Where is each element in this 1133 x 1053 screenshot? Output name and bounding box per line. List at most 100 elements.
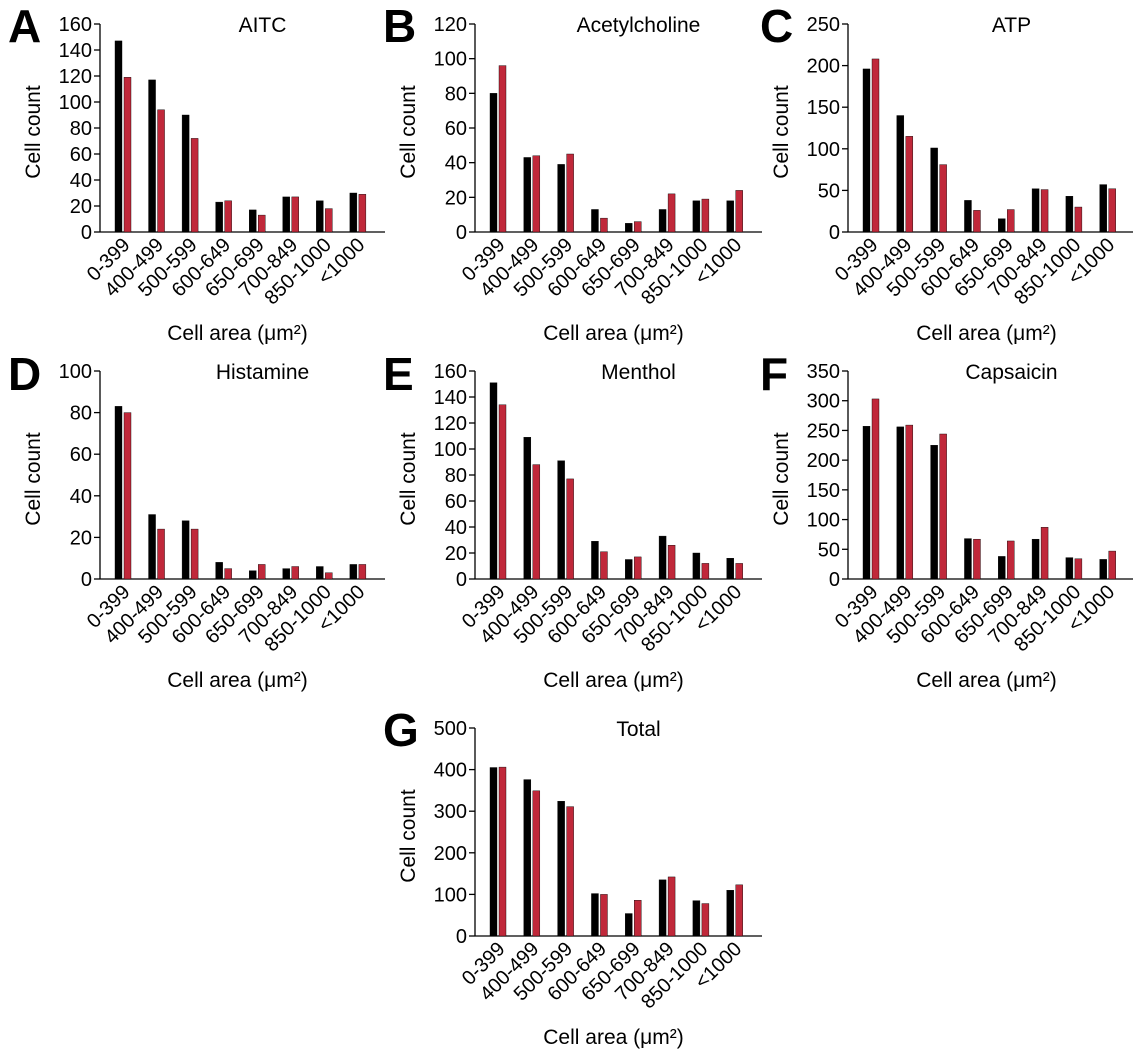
chart-title: Acetylcholine bbox=[577, 14, 701, 37]
x-axis-label: Cell area (μm²) bbox=[543, 322, 683, 345]
bar-series-1 bbox=[282, 196, 290, 233]
bar-series-2 bbox=[532, 464, 541, 580]
chart-title: AITC bbox=[239, 14, 287, 37]
bar-series-1 bbox=[591, 209, 599, 233]
y-tick-label: 300 bbox=[434, 801, 467, 823]
bar-series-1 bbox=[591, 893, 599, 937]
bar-series-2 bbox=[1074, 558, 1083, 580]
x-axis-label: Cell area (μm²) bbox=[916, 669, 1056, 692]
y-tick-label: 80 bbox=[445, 465, 467, 487]
bar-series-1 bbox=[316, 200, 324, 233]
bar-series-2 bbox=[566, 478, 574, 580]
bar-series-2 bbox=[532, 790, 541, 937]
bar-series-2 bbox=[1007, 540, 1015, 580]
bar-series-2 bbox=[905, 136, 914, 233]
bar-series-2 bbox=[939, 433, 947, 580]
bar-series-1 bbox=[1031, 538, 1040, 580]
x-axis-label: Cell area (μm²) bbox=[916, 322, 1056, 345]
y-tick-label: 0 bbox=[456, 222, 467, 244]
y-tick-label: 0 bbox=[81, 222, 92, 244]
panel-letter: G bbox=[383, 704, 419, 756]
bar-series-2 bbox=[973, 538, 981, 580]
bar-series-2 bbox=[667, 876, 676, 937]
bar-series-2 bbox=[667, 545, 676, 580]
bar-series-1 bbox=[349, 192, 358, 233]
y-tick-label: 60 bbox=[70, 144, 92, 166]
chart-title: ATP bbox=[992, 14, 1031, 37]
bar-series-2 bbox=[1108, 188, 1116, 233]
x-axis-label: Cell area (μm²) bbox=[167, 669, 307, 692]
bar-series-1 bbox=[215, 562, 223, 580]
y-tick-label: 20 bbox=[445, 187, 467, 209]
y-tick-label: 140 bbox=[434, 387, 467, 409]
bar-series-2 bbox=[224, 200, 232, 233]
y-tick-label: 120 bbox=[59, 66, 92, 88]
y-tick-label: 0 bbox=[829, 222, 840, 244]
y-tick-label: 20 bbox=[70, 196, 92, 218]
bar-series-1 bbox=[215, 201, 223, 233]
bar-series-1 bbox=[625, 913, 633, 937]
bar-series-1 bbox=[181, 114, 190, 233]
bar-series-2 bbox=[358, 564, 367, 580]
y-tick-label: 40 bbox=[70, 486, 92, 508]
y-axis-label: Cell count bbox=[770, 432, 793, 526]
panel-letter: E bbox=[383, 348, 414, 400]
bar-series-1 bbox=[896, 426, 905, 580]
y-tick-label: 0 bbox=[456, 569, 467, 591]
bar-series-1 bbox=[489, 93, 498, 233]
bar-series-1 bbox=[692, 200, 701, 233]
bar-series-2 bbox=[735, 563, 743, 580]
bar-series-2 bbox=[358, 194, 367, 233]
y-tick-label: 60 bbox=[445, 118, 467, 140]
y-tick-label: 40 bbox=[445, 517, 467, 539]
bar-series-1 bbox=[249, 570, 257, 580]
bar-series-1 bbox=[726, 200, 734, 233]
y-axis-label: Cell count bbox=[397, 432, 420, 526]
bar-series-1 bbox=[625, 223, 633, 233]
y-tick-label: 50 bbox=[818, 180, 840, 202]
y-tick-label: 100 bbox=[59, 92, 92, 114]
bar-series-1 bbox=[625, 559, 633, 580]
bar-series-2 bbox=[701, 903, 710, 937]
bar-series-2 bbox=[190, 138, 199, 233]
bar-series-1 bbox=[489, 767, 498, 937]
bar-series-1 bbox=[692, 552, 701, 580]
panel-letter: F bbox=[760, 348, 788, 400]
bar-series-2 bbox=[566, 806, 574, 937]
bar-series-2 bbox=[258, 214, 266, 233]
y-tick-label: 20 bbox=[445, 543, 467, 565]
bar-series-2 bbox=[498, 766, 507, 937]
bar-series-2 bbox=[157, 109, 165, 233]
bar-series-1 bbox=[523, 437, 532, 580]
y-tick-label: 40 bbox=[445, 153, 467, 175]
y-tick-label: 200 bbox=[807, 56, 840, 78]
bar-series-1 bbox=[316, 566, 324, 580]
y-tick-label: 250 bbox=[807, 14, 840, 36]
bar-series-1 bbox=[282, 568, 290, 580]
bar-series-1 bbox=[557, 164, 565, 233]
bar-series-1 bbox=[148, 514, 156, 580]
bar-series-1 bbox=[557, 460, 565, 580]
bar-series-1 bbox=[896, 115, 905, 233]
bar-series-2 bbox=[600, 551, 608, 580]
bar-series-1 bbox=[148, 79, 156, 233]
panel-letter: D bbox=[8, 348, 41, 400]
y-tick-label: 80 bbox=[445, 83, 467, 105]
y-tick-label: 80 bbox=[70, 118, 92, 140]
bar-series-2 bbox=[1040, 527, 1049, 580]
y-tick-label: 200 bbox=[807, 450, 840, 472]
bar-series-1 bbox=[692, 900, 701, 937]
bar-series-2 bbox=[600, 217, 608, 233]
bar-series-2 bbox=[190, 528, 199, 580]
y-tick-label: 50 bbox=[818, 539, 840, 561]
chart-title: Histamine bbox=[216, 361, 309, 384]
y-tick-label: 150 bbox=[807, 97, 840, 119]
bar-series-2 bbox=[735, 190, 743, 233]
bar-series-2 bbox=[667, 193, 676, 233]
bar-series-2 bbox=[291, 566, 299, 580]
bar-series-2 bbox=[325, 572, 333, 580]
bar-series-1 bbox=[1099, 184, 1107, 233]
